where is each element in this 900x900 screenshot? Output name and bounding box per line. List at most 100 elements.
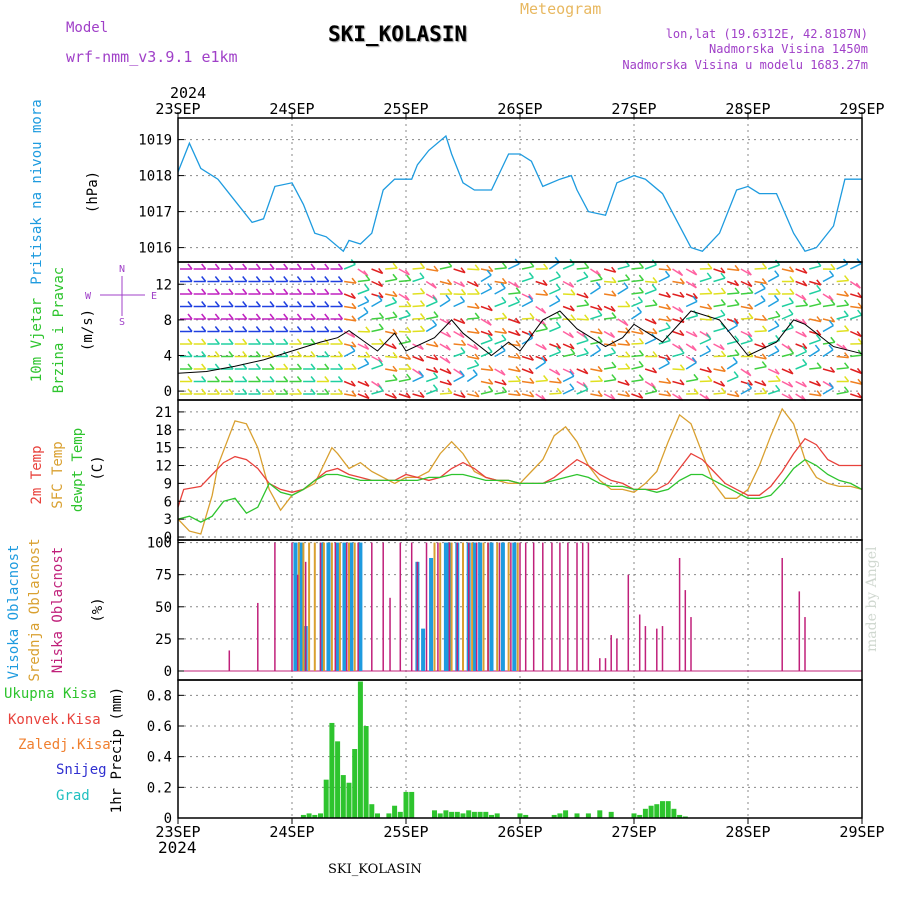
wind-barb <box>343 350 356 358</box>
wind-barb-flag <box>734 391 740 397</box>
y-tick-label: 15 <box>155 441 172 457</box>
wind-barb <box>576 276 589 283</box>
wind-barb-flag <box>569 281 575 288</box>
cloud-bar-low <box>656 628 658 672</box>
wind-barb-flag <box>419 391 425 398</box>
wind-barb-flag <box>650 382 656 389</box>
wind-barb-flag <box>488 364 494 371</box>
cloud-bar-mid <box>516 542 519 672</box>
wind-barb-flag <box>296 338 303 345</box>
wind-barb <box>795 343 808 350</box>
cloud-bar-low <box>357 542 359 672</box>
wind-barb <box>850 293 862 299</box>
watermark: made by Angel <box>864 546 880 653</box>
wind-barb-flag <box>679 379 685 386</box>
wind-barb-flag <box>255 276 261 282</box>
wind-barb <box>767 368 780 375</box>
wind-barb-flag <box>187 326 193 332</box>
wind-barb-flag <box>365 326 371 333</box>
wind-barb-flag <box>815 380 822 387</box>
wind-barb-flag <box>541 307 547 314</box>
wind-barb-flag <box>734 349 740 356</box>
compass-s: S <box>119 317 125 328</box>
wind-barb-flag <box>446 379 453 386</box>
wind-barb-flag <box>527 332 534 339</box>
wind-barb-flag <box>748 312 754 319</box>
wind-barb <box>494 267 507 270</box>
wind-barb-flag <box>201 276 207 282</box>
wind-barb <box>850 314 862 320</box>
wind-barb-flag <box>638 374 644 381</box>
wind-barb-flag <box>364 295 370 302</box>
wind-barb-flag <box>843 362 850 369</box>
wind-barb-flag <box>201 263 207 270</box>
wind-barb-flag <box>459 370 465 377</box>
wind-barb-flag <box>583 383 589 390</box>
wind-barb <box>398 314 411 320</box>
wind-barb-flag <box>269 326 275 332</box>
wind-barb <box>685 330 698 338</box>
wind-barb-flag <box>543 375 549 381</box>
cloud-bar-low <box>399 542 402 672</box>
wind-barb <box>508 368 521 373</box>
wind-barb-flag <box>843 299 850 306</box>
wind-barb-flag <box>583 347 589 354</box>
wind-barb-flag <box>624 379 630 386</box>
wind-barb <box>521 300 533 308</box>
precip-bar <box>654 804 660 818</box>
wind-barb-flag <box>732 356 738 363</box>
wind-barb-flag <box>584 299 590 306</box>
wind-barb-flag <box>595 281 602 288</box>
wind-barb-flag <box>555 283 561 290</box>
wind-barb-flag <box>337 288 344 295</box>
wind-barb-flag <box>324 388 330 395</box>
cloud-bar-low <box>616 638 618 672</box>
wind-barb-flag <box>692 295 698 302</box>
wind-barb <box>672 380 685 386</box>
wind-barb <box>795 268 808 274</box>
wind-barb <box>781 368 794 375</box>
wind-barb <box>508 318 520 324</box>
wind-barb <box>357 311 369 320</box>
wind-barb <box>562 318 576 321</box>
wind-barb-flag <box>378 359 384 366</box>
wind-barb-flag <box>255 351 261 357</box>
wind-barb-flag <box>214 363 220 370</box>
wind-barb <box>795 330 807 338</box>
wind-barb-flag <box>486 269 492 276</box>
wind-barb <box>494 330 507 334</box>
wind-barb-flag <box>500 369 506 376</box>
y-tick-label: 0 <box>164 384 172 400</box>
cloud-bar-high <box>349 542 354 672</box>
year-top-label: 2024 <box>170 84 207 102</box>
cloud-bar-low <box>456 542 459 672</box>
wind-barb <box>795 363 807 370</box>
date-label-top: 24SEP <box>269 100 314 118</box>
wind-barb-flag <box>283 388 289 395</box>
wind-barb-flag <box>187 263 193 270</box>
wind-barb-flag <box>665 291 671 298</box>
wind-barb-flag <box>378 323 384 330</box>
wind-barb <box>658 305 671 310</box>
precip-bar <box>329 722 335 818</box>
wind-barb-flag <box>774 320 780 327</box>
cloud-bar-low <box>599 658 601 672</box>
precip-bar <box>637 814 643 818</box>
cloud-bar-mid <box>322 542 325 672</box>
wind-barb <box>781 268 794 273</box>
wind-barb-flag <box>774 270 780 277</box>
wind-barb <box>590 330 603 335</box>
wind-barb-flag <box>691 282 697 289</box>
wind-barb-flag <box>844 375 850 382</box>
precip-bar <box>682 816 688 818</box>
wind-barb <box>494 280 507 285</box>
wind-barb-flag <box>691 345 697 352</box>
y-tick-label: 25 <box>155 632 172 648</box>
wind-barb <box>494 391 507 395</box>
wind-barb-flag <box>720 387 727 394</box>
date-label-bottom: 24SEP <box>269 823 314 841</box>
wind-barb-flag <box>775 334 781 341</box>
wind-barb-flag <box>789 288 795 295</box>
elevation-label: Nadmorska Visina 1450m <box>709 42 868 56</box>
wind-barb-flag <box>638 274 644 281</box>
